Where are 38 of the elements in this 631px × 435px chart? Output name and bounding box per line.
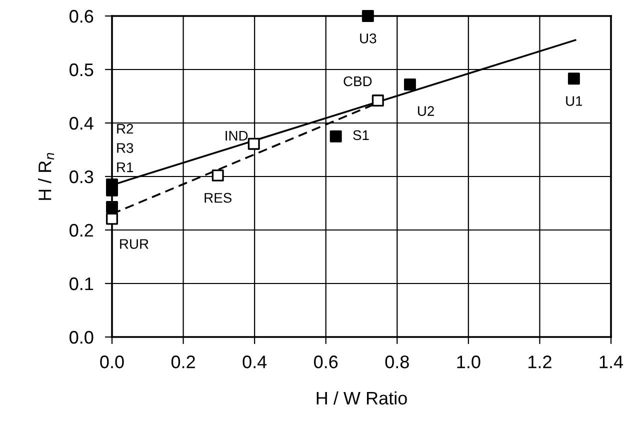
annotation: R2 — [117, 124, 134, 134]
annotation: U1 — [566, 96, 582, 106]
point — [106, 184, 118, 196]
point — [568, 72, 580, 85]
point — [362, 10, 374, 22]
x-axis-title: H / W Ratio — [316, 391, 407, 405]
y-tick-label: 0.5 — [70, 63, 94, 76]
y-tick-label: 0.3 — [70, 170, 94, 184]
y-tick-label: 0.4 — [70, 116, 94, 130]
x-tick-label: 0.4 — [242, 356, 267, 368]
x-tick-label: 1.2 — [528, 356, 552, 368]
y-tick-label: 0.6 — [70, 10, 94, 23]
annotation: S1 — [353, 130, 369, 140]
annotation: RES — [204, 192, 232, 203]
y-tick-label: 0.2 — [70, 224, 94, 237]
annotation: CBD — [344, 76, 372, 86]
y-tick-label: 0.1 — [70, 277, 94, 290]
y-tick-label: 0.0 — [70, 330, 94, 344]
annotation: R3 — [117, 143, 134, 153]
point — [372, 94, 384, 107]
x-tick-label: 0.6 — [314, 356, 338, 368]
y-axis-title: H / R$_{n}$ — [38, 152, 54, 200]
annotation: R1 — [117, 162, 134, 172]
point — [106, 212, 118, 225]
point — [330, 130, 342, 142]
point — [212, 169, 224, 182]
annotation: U2 — [418, 106, 434, 116]
x-tick-label: 1.4 — [600, 356, 624, 368]
point — [248, 138, 260, 150]
x-tick-label: 0.0 — [100, 356, 124, 368]
annotation: U3 — [360, 34, 376, 44]
x-tick-label: 1.0 — [457, 356, 480, 368]
annotation: RUR — [120, 239, 148, 249]
x-tick-label: 0.2 — [171, 356, 195, 368]
point — [404, 78, 416, 90]
x-tick-label: 0.8 — [385, 356, 409, 368]
point — [106, 201, 118, 213]
annotation: IND — [226, 130, 248, 141]
